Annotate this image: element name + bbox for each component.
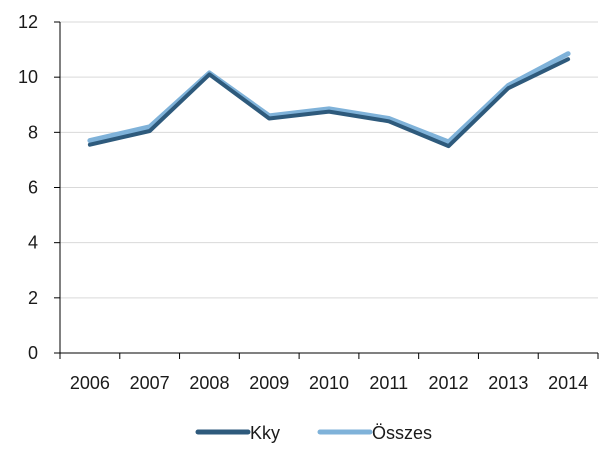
x-tick-label: 2014 — [548, 373, 588, 393]
x-tick-label: 2010 — [309, 373, 349, 393]
x-tick-labels: 2006 2007 2008 2009 2010 2011 2012 2013 2014 — [70, 373, 588, 393]
x-tick-label: 2013 — [488, 373, 528, 393]
y-tick-label: 4 — [28, 233, 38, 253]
y-tick-label: 12 — [18, 12, 38, 32]
x-tick-label: 2012 — [429, 373, 469, 393]
axes — [54, 22, 598, 359]
y-tick-labels: 0 2 4 6 8 10 12 — [18, 12, 38, 363]
legend-label: Kky — [250, 423, 280, 443]
x-tick-label: 2011 — [369, 373, 408, 393]
y-tick-label: 2 — [28, 288, 38, 308]
y-tick-label: 10 — [18, 67, 38, 87]
x-tick-label: 2007 — [130, 373, 170, 393]
x-tick-label: 2006 — [70, 373, 110, 393]
y-tick-label: 8 — [28, 122, 38, 142]
series-line-kky — [90, 59, 568, 146]
y-tick-label: 0 — [28, 343, 38, 363]
gridlines — [60, 22, 598, 298]
y-tick-label: 6 — [28, 178, 38, 198]
legend: Kky Összes — [198, 423, 432, 443]
x-tick-label: 2009 — [249, 373, 289, 393]
x-tick-label: 2008 — [189, 373, 229, 393]
legend-label: Összes — [372, 423, 432, 443]
